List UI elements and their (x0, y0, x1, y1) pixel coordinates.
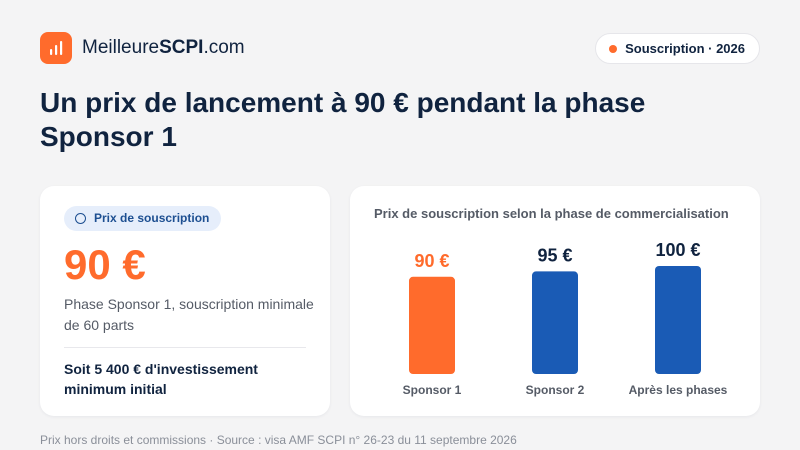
category-tag-label: Souscription · 2026 (625, 41, 745, 56)
category-label: Sponsor 1 (403, 383, 462, 397)
bar-value-label: 100 € (655, 240, 700, 260)
investment-note: Soit 5 400 € d'investissement minimum in… (64, 361, 258, 397)
bar-3 (655, 266, 701, 374)
category-label: Sponsor 2 (526, 383, 585, 397)
page-title: Un prix de lancement à 90 € pendant la p… (40, 87, 646, 152)
brand-name[interactable]: MeilleureSCPI.com (82, 37, 245, 59)
coin-icon (75, 213, 86, 224)
status-dot (609, 45, 618, 53)
bar-chart-icon (50, 41, 63, 55)
bar-value-label: 90 € (414, 251, 449, 271)
logo (40, 32, 72, 64)
brand-prefix: Meilleure (82, 37, 160, 58)
bar-2 (532, 271, 578, 374)
divider (64, 347, 306, 348)
brand-bold: SCPI (159, 37, 204, 58)
brand-suffix: .com (203, 37, 245, 58)
price-badge-label: Prix de souscription (94, 211, 210, 225)
bar-value-label: 95 € (537, 245, 572, 265)
category-tag: Souscription · 2026 (595, 33, 760, 64)
category-label: Après les phases (629, 383, 728, 397)
chart-title: Prix de souscription selon la phase de c… (374, 206, 729, 221)
chart-card: Prix de souscription selon la phase de c… (350, 186, 760, 416)
price-card: Prix de souscription 90 € Phase Sponsor … (40, 186, 330, 416)
bar-1 (409, 276, 455, 374)
price-bar-chart: 90 € Sponsor 1 95 € Sponsor 2 100 € Après les… (403, 240, 728, 397)
source-footnote: Prix hors droits et commissions · Source… (40, 433, 517, 447)
price-badge: Prix de souscription (64, 206, 222, 231)
subscription-price: 90 € (64, 241, 146, 288)
price-description: Phase Sponsor 1, souscription minimale d… (64, 296, 314, 333)
